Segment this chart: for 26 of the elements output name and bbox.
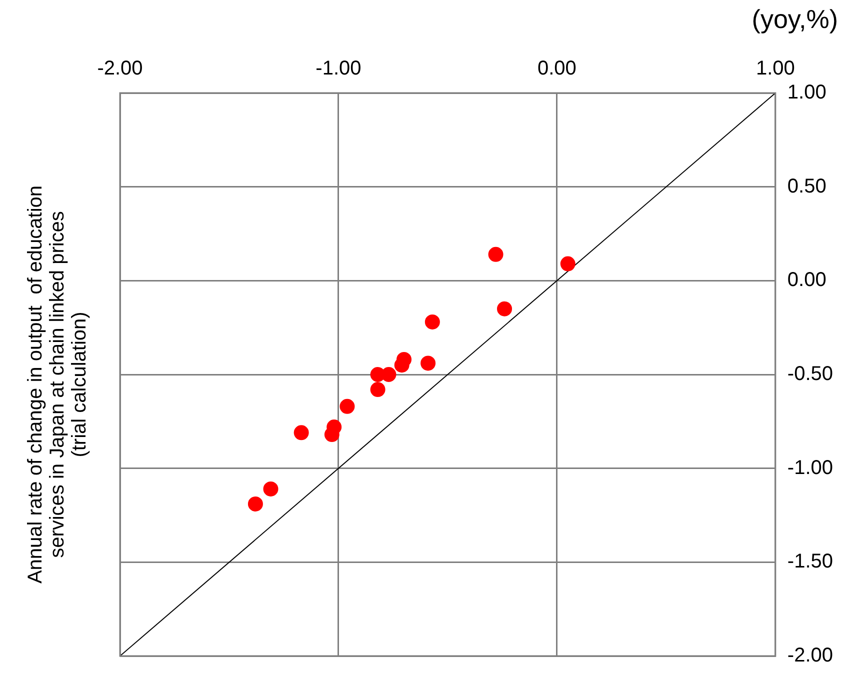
point bbox=[263, 481, 278, 496]
point bbox=[424, 314, 440, 330]
point bbox=[497, 301, 512, 316]
point bbox=[488, 246, 504, 262]
point bbox=[381, 367, 396, 382]
y-tick-label: 0.00 bbox=[787, 269, 826, 292]
y-tick-label: 0.50 bbox=[787, 175, 826, 198]
x-tick-label: -2.00 bbox=[97, 58, 143, 80]
point bbox=[248, 496, 263, 512]
x-tick-label: 0.00 bbox=[537, 58, 576, 80]
text: (yoy,%) bbox=[752, 4, 838, 34]
point bbox=[394, 358, 410, 373]
y-axis-title: Annual rate of change in output of education services in Japan at chain linked prices (trial calculation) bbox=[24, 185, 91, 584]
y-tick-label: -2.00 bbox=[787, 644, 834, 667]
point bbox=[420, 356, 436, 371]
point bbox=[370, 382, 386, 398]
x-tick-label: -1.00 bbox=[316, 58, 362, 80]
y-tick-label: -1.50 bbox=[787, 550, 834, 573]
y-tick-label: 1.00 bbox=[787, 82, 826, 104]
point bbox=[340, 398, 355, 414]
y-tick-label: -0.50 bbox=[787, 363, 834, 386]
point bbox=[560, 256, 576, 272]
point bbox=[294, 425, 309, 440]
x-tick-label: 1.00 bbox=[756, 58, 795, 80]
y-tick-label: -1.00 bbox=[787, 456, 834, 479]
point bbox=[324, 427, 340, 442]
